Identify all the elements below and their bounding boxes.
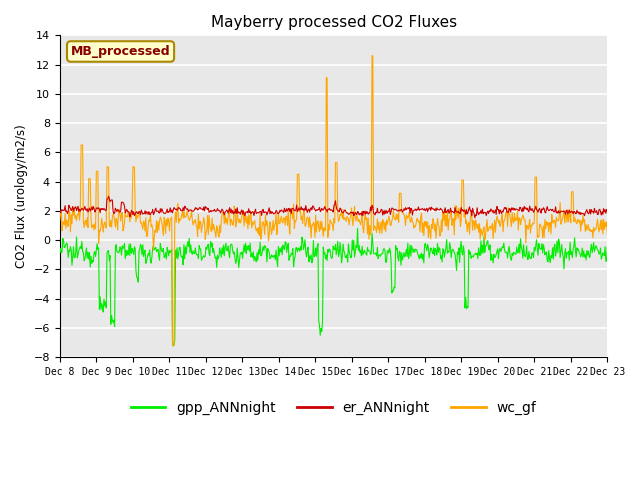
wc_gf	[207, 229, 215, 235]
Title: Mayberry processed CO2 Fluxes: Mayberry processed CO2 Fluxes	[211, 15, 456, 30]
wc_gf	[66, 209, 74, 215]
Line: er_ANNnight: er_ANNnight	[60, 196, 607, 218]
er_ANNnight	[105, 193, 113, 199]
er_ANNnight	[417, 206, 424, 212]
Line: gpp_ANNnight: gpp_ANNnight	[60, 228, 607, 346]
gpp_ANNnight	[402, 252, 410, 258]
wc_gf	[402, 223, 410, 228]
er_ANNnight	[471, 215, 479, 221]
Legend: gpp_ANNnight, er_ANNnight, wc_gf: gpp_ANNnight, er_ANNnight, wc_gf	[125, 396, 542, 421]
wc_gf	[368, 53, 376, 59]
gpp_ANNnight	[207, 244, 215, 250]
er_ANNnight	[604, 207, 611, 213]
er_ANNnight	[179, 208, 186, 214]
wc_gf	[56, 218, 63, 224]
er_ANNnight	[66, 204, 74, 210]
wc_gf	[604, 231, 611, 237]
gpp_ANNnight	[354, 226, 362, 231]
er_ANNnight	[401, 207, 408, 213]
gpp_ANNnight	[170, 343, 177, 349]
wc_gf	[179, 209, 186, 215]
Line: wc_gf: wc_gf	[60, 56, 607, 345]
gpp_ANNnight	[418, 250, 426, 256]
gpp_ANNnight	[122, 247, 130, 253]
er_ANNnight	[123, 206, 131, 212]
gpp_ANNnight	[604, 244, 611, 250]
Y-axis label: CO2 Flux (urology/m2/s): CO2 Flux (urology/m2/s)	[15, 124, 28, 268]
wc_gf	[169, 342, 177, 348]
wc_gf	[122, 214, 130, 219]
gpp_ANNnight	[66, 249, 74, 254]
Text: MB_processed: MB_processed	[71, 45, 170, 58]
er_ANNnight	[207, 209, 215, 215]
er_ANNnight	[56, 209, 63, 215]
wc_gf	[418, 210, 426, 216]
gpp_ANNnight	[56, 250, 63, 256]
gpp_ANNnight	[179, 253, 186, 259]
